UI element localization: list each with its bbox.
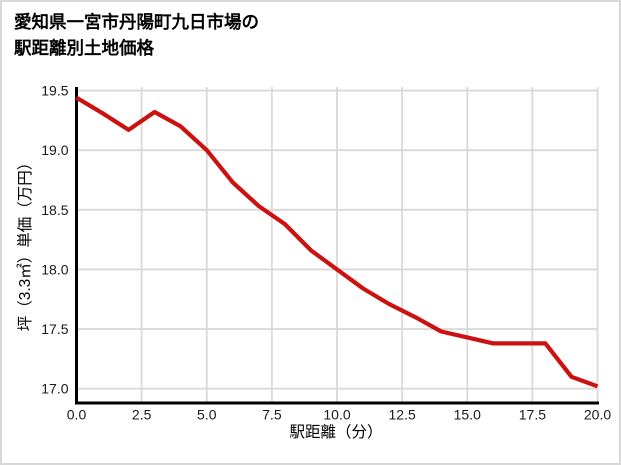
y-tick-label: 19.5 [41, 83, 68, 99]
x-tick-label: 15.0 [454, 407, 481, 423]
x-tick-label: 17.5 [519, 407, 546, 423]
y-tick-label: 17.5 [41, 321, 68, 337]
y-tick-label: 18.0 [41, 261, 68, 277]
x-tick-label: 7.5 [262, 407, 282, 423]
chart-title-line2: 駅距離別土地価格 [14, 38, 154, 58]
x-tick-label: 12.5 [389, 407, 416, 423]
y-tick-label: 17.0 [41, 381, 68, 397]
x-tick-label: 2.5 [132, 407, 152, 423]
y-tick-label: 18.5 [41, 202, 68, 218]
x-tick-label: 0.0 [67, 407, 87, 423]
x-axis-label: 駅距離（分） [289, 424, 383, 441]
chart-title-line1: 愛知県一宮市丹陽町九日市場の [14, 12, 259, 32]
price-line-series [75, 95, 599, 389]
chart-title: 愛知県一宮市丹陽町九日市場の 駅距離別土地価格 [14, 9, 259, 61]
y-tick-label: 19.0 [41, 142, 68, 158]
x-tick-label: 10.0 [323, 407, 350, 423]
x-tick-label: 20.0 [584, 407, 611, 423]
x-tick-label: 5.0 [197, 407, 217, 423]
y-axis-label: 坪（3.3㎡）単価（万円） [17, 154, 34, 332]
